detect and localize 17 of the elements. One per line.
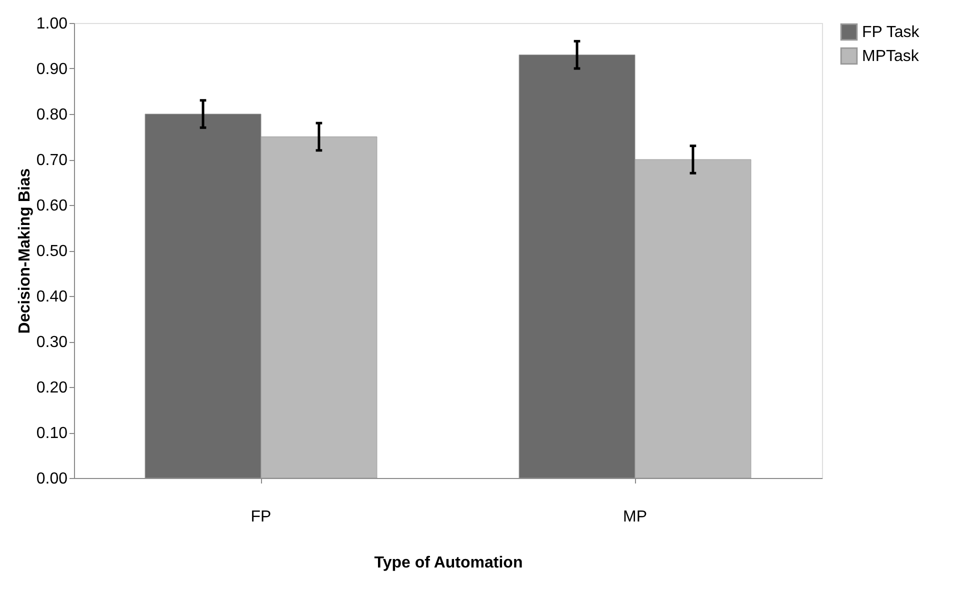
y-tick-label: 0.90 — [36, 61, 68, 78]
x-tick-label: MP — [623, 508, 647, 526]
y-tick-label: 0.70 — [36, 152, 68, 169]
x-axis-title: Type of Automation — [374, 554, 523, 572]
y-tick-label: 0.60 — [36, 198, 68, 214]
y-tick-label: 0.20 — [36, 380, 68, 396]
y-tick-label: 0.30 — [36, 334, 68, 351]
x-tick-label: FP — [250, 508, 272, 526]
legend-label: MPTask — [862, 48, 920, 65]
y-tick-label: 0.40 — [36, 288, 68, 306]
y-tick-label: 0.80 — [36, 106, 68, 124]
y-axis-title: Decision-Making Bias — [16, 168, 34, 334]
y-tick-label: 1.00 — [36, 16, 68, 32]
y-tick-label: 0.00 — [36, 470, 68, 488]
y-tick-label: 0.10 — [36, 425, 68, 442]
y-tick-label: 0.50 — [36, 243, 68, 260]
legend-label: FP Task — [862, 24, 920, 41]
